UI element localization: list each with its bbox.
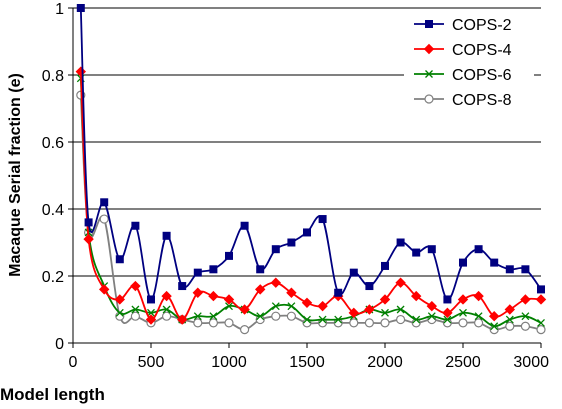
data-point xyxy=(444,296,451,303)
x-tick-label: 2000 xyxy=(367,354,403,371)
y-tick-label: 0.2 xyxy=(42,269,64,286)
x-tick-label: 2500 xyxy=(445,354,481,371)
y-tick-label: 0.8 xyxy=(42,68,64,85)
data-point xyxy=(537,295,546,304)
data-point xyxy=(538,286,545,293)
data-point xyxy=(381,319,389,327)
data-point xyxy=(101,199,108,206)
data-point xyxy=(319,216,326,223)
y-tick-label: 1 xyxy=(55,1,64,18)
data-point xyxy=(116,256,123,263)
x-tick-label: 0 xyxy=(69,354,78,371)
x-tick-label: 1000 xyxy=(211,354,247,371)
y-axis-label: Macaque Serial fraction (e) xyxy=(7,73,24,277)
data-point xyxy=(459,319,467,327)
data-point xyxy=(350,319,358,327)
y-tick-label: 0.4 xyxy=(42,202,64,219)
data-point xyxy=(257,266,264,273)
data-point xyxy=(396,278,405,287)
x-tick-label: 1500 xyxy=(289,354,325,371)
data-point xyxy=(303,298,312,307)
data-point xyxy=(521,322,529,330)
data-point xyxy=(427,302,436,311)
data-point xyxy=(505,305,514,314)
data-point xyxy=(194,269,201,276)
data-point xyxy=(397,316,405,324)
data-point xyxy=(287,312,295,320)
data-point xyxy=(272,312,280,320)
data-point xyxy=(194,319,202,327)
data-point xyxy=(179,283,186,290)
data-point xyxy=(537,326,545,334)
x-axis-label: Model length xyxy=(0,385,105,404)
data-point xyxy=(131,312,139,320)
data-point xyxy=(506,322,514,330)
data-point xyxy=(475,319,483,327)
data-point xyxy=(77,5,84,12)
data-point xyxy=(425,95,433,103)
data-point xyxy=(100,215,108,223)
data-point xyxy=(521,295,530,304)
data-point xyxy=(210,266,217,273)
data-point xyxy=(475,246,482,253)
data-point xyxy=(288,239,295,246)
data-point xyxy=(506,266,513,273)
data-point xyxy=(460,259,467,266)
data-point xyxy=(225,319,233,327)
y-tick-label: 0 xyxy=(55,336,64,353)
data-point xyxy=(226,252,233,259)
data-point xyxy=(382,262,389,269)
data-point xyxy=(272,246,279,253)
data-point xyxy=(209,319,217,327)
data-point xyxy=(426,21,433,28)
data-point xyxy=(163,312,171,320)
data-point xyxy=(522,266,529,273)
legend-label: COPS-6 xyxy=(452,67,512,84)
x-tick-label: 3000 xyxy=(513,354,549,371)
data-point xyxy=(241,222,248,229)
data-point xyxy=(366,283,373,290)
series-line xyxy=(81,78,541,326)
data-point xyxy=(163,232,170,239)
data-point xyxy=(318,302,327,311)
data-point xyxy=(241,326,249,334)
data-point xyxy=(365,319,373,327)
legend-label: COPS-4 xyxy=(452,42,512,59)
data-point xyxy=(350,269,357,276)
x-tick-label: 500 xyxy=(138,354,165,371)
data-point xyxy=(132,222,139,229)
data-point xyxy=(413,249,420,256)
data-point xyxy=(304,229,311,236)
data-point xyxy=(209,292,218,301)
data-point xyxy=(85,219,92,226)
data-point xyxy=(397,239,404,246)
data-point xyxy=(335,289,342,296)
y-tick-label: 0.6 xyxy=(42,135,64,152)
data-point xyxy=(491,259,498,266)
legend-label: COPS-2 xyxy=(452,17,512,34)
data-point xyxy=(428,246,435,253)
legend: COPS-2 COPS-4 COPS-6 COPS-8 xyxy=(404,10,534,113)
data-point xyxy=(148,296,155,303)
data-point xyxy=(271,278,280,287)
legend-label: COPS-8 xyxy=(452,92,512,109)
